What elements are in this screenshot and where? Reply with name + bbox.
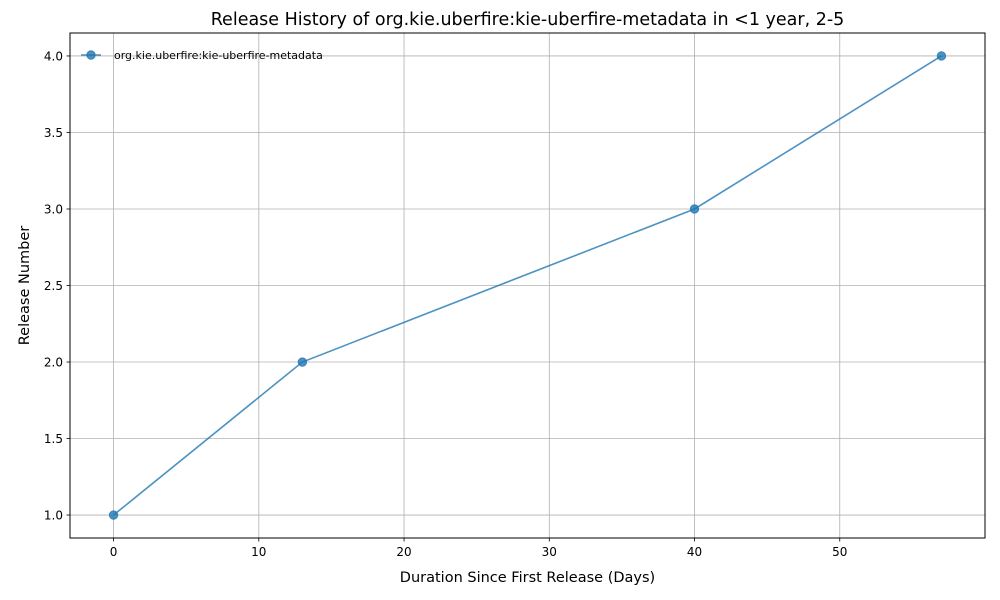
series-layer — [108, 51, 947, 520]
x-axis-label: Duration Since First Release (Days) — [400, 570, 655, 586]
legend-label: org.kie.uberfire:kie-uberfire-metadata — [114, 49, 323, 62]
legend: org.kie.uberfire:kie-uberfire-metadata — [81, 49, 323, 62]
x-tick-label: 30 — [542, 545, 557, 559]
x-tick-label: 50 — [832, 545, 847, 559]
y-tick-label: 1.5 — [44, 432, 63, 446]
data-point — [108, 510, 119, 520]
data-point — [297, 357, 308, 367]
y-tick-label: 3.5 — [44, 126, 63, 140]
x-tick-label: 0 — [110, 545, 118, 559]
chart-title: Release History of org.kie.uberfire:kie-… — [211, 10, 845, 30]
y-tick-label: 2.0 — [44, 356, 63, 370]
y-tick-label: 2.5 — [44, 279, 63, 293]
x-tick-label: 10 — [251, 545, 266, 559]
axis-ticks: 0 10 20 30 40 50 1.0 1.5 2.0 2.5 3.0 3.5 4.0 — [44, 49, 847, 559]
y-axis-label: Release Number — [17, 226, 33, 346]
y-tick-label: 1.0 — [44, 509, 63, 523]
y-tick-label: 4.0 — [44, 49, 63, 63]
data-point — [689, 204, 700, 214]
x-tick-label: 40 — [687, 545, 702, 559]
data-point — [936, 51, 947, 61]
x-tick-label: 20 — [396, 545, 411, 559]
y-tick-label: 3.0 — [44, 202, 63, 216]
legend-marker — [86, 50, 96, 60]
grid — [70, 33, 985, 538]
series-line — [113, 55, 942, 516]
